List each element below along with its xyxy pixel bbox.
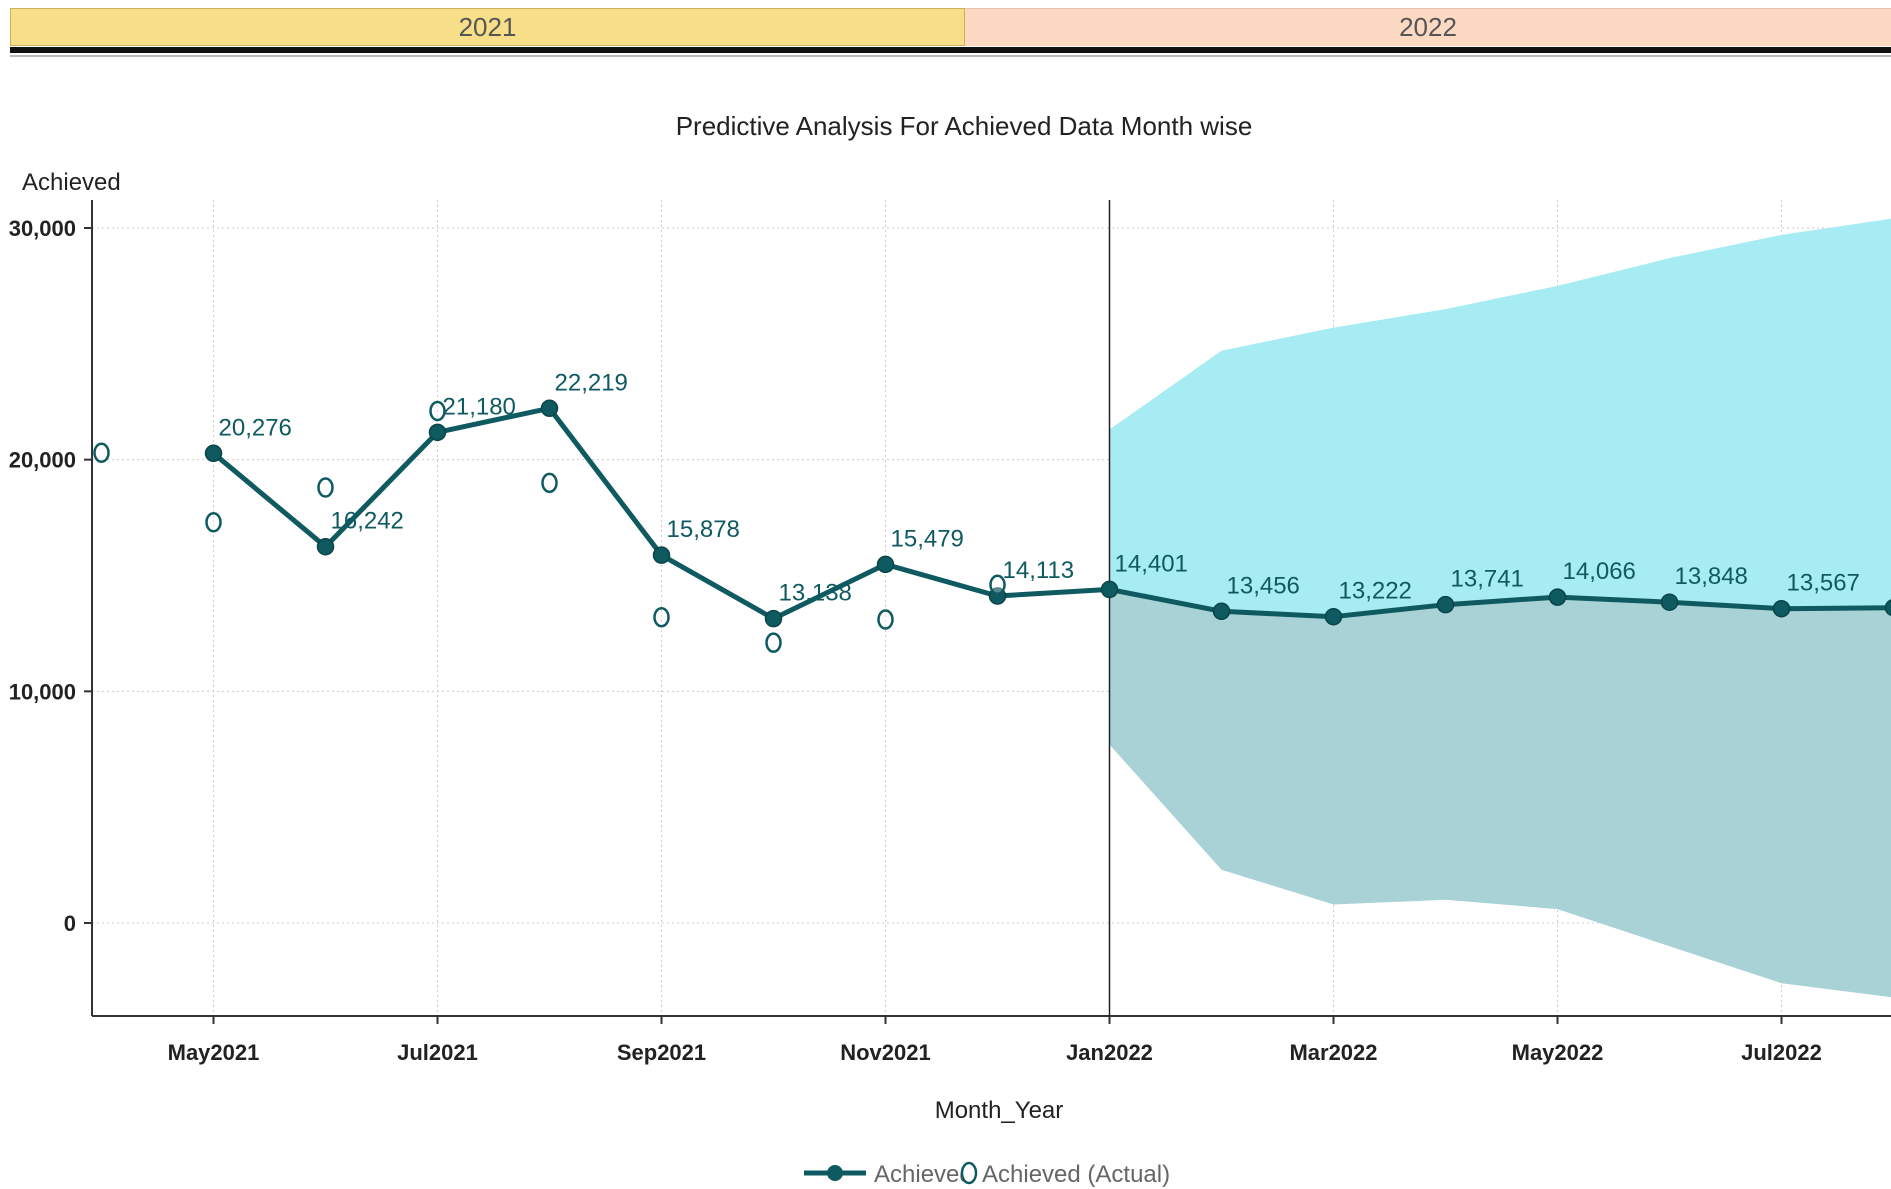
data-label: 16,242 (331, 508, 404, 535)
actual-marker[interactable] (877, 609, 894, 630)
achieved-marker[interactable] (1436, 595, 1455, 614)
actual-marker[interactable] (989, 574, 1006, 596)
year-header-2022-label: 2022 (1399, 12, 1457, 42)
actual-marker[interactable] (205, 511, 222, 533)
data-label: 13,741 (1451, 566, 1524, 593)
chart-title: Predictive Analysis For Achieved Data Mo… (676, 111, 1253, 141)
legend-label-achieved: Achieved (874, 1161, 973, 1188)
data-label: 15,878 (667, 516, 740, 543)
achieved-line (211, 405, 1891, 622)
year-header-2021[interactable]: 2021 (10, 8, 965, 46)
confidence-band-lower (1109, 589, 1891, 998)
achieved-marker[interactable] (1548, 588, 1567, 606)
legend-item-achieved[interactable]: Achieved (804, 1161, 973, 1188)
actual-marker[interactable] (93, 442, 110, 463)
x-tick-label: Jan2022 (1066, 1040, 1153, 1065)
year-header-2022[interactable]: 2022 (965, 8, 1891, 46)
actual-marker[interactable] (765, 632, 782, 653)
confidence-band (1109, 218, 1891, 998)
achieved-marker[interactable] (1100, 580, 1119, 599)
achieved-marker[interactable] (652, 546, 671, 564)
x-axis-label: Month_Year (935, 1097, 1064, 1124)
header-divider (10, 47, 1891, 53)
achieved-marker[interactable] (316, 537, 335, 556)
y-tick-label: 20,000 (9, 448, 76, 473)
legend-item-achieved-actual[interactable]: Achieved (Actual) (960, 1161, 1170, 1188)
achieved-marker[interactable] (1772, 599, 1791, 618)
y-tick-label: 10,000 (9, 679, 76, 704)
legend: Achieved Achieved (Actual) (804, 1161, 1170, 1188)
achieved-marker[interactable] (428, 423, 447, 442)
x-tick-label: Mar2022 (1289, 1040, 1377, 1065)
achieved-marker[interactable] (876, 555, 895, 574)
x-tick-label: Jul2022 (1741, 1040, 1822, 1065)
x-tick-label: Jul2021 (397, 1040, 478, 1065)
achieved-marker[interactable] (1324, 607, 1343, 626)
actual-marker[interactable] (317, 477, 334, 498)
year-header-2021-label: 2021 (458, 11, 517, 42)
achieved-marker[interactable] (1660, 593, 1679, 611)
data-label: 21,180 (443, 393, 516, 420)
data-label: 13,222 (1339, 578, 1412, 605)
actual-marker[interactable] (429, 400, 446, 422)
data-label: 13,456 (1227, 572, 1300, 599)
data-label: 13,567 (1787, 570, 1860, 597)
data-label: 14,066 (1563, 558, 1636, 585)
data-label: 14,113 (1003, 557, 1075, 584)
x-tick-label: Nov2021 (840, 1040, 931, 1065)
y-axis-label: Achieved (22, 169, 121, 196)
achieved-marker[interactable] (1884, 599, 1891, 617)
data-label: 13,848 (1675, 563, 1748, 590)
y-tick-label: 30,000 (9, 216, 76, 241)
x-tick-label: May2022 (1512, 1040, 1604, 1065)
legend-marker-swatch (827, 1165, 843, 1181)
legend-label-achieved-actual: Achieved (Actual) (982, 1161, 1170, 1188)
achieved-marker[interactable] (540, 399, 559, 418)
data-label: 14,401 (1115, 550, 1188, 577)
axes: 0 10,000 20,000 30,000 May2021 Jul2021 Sep2021… (9, 200, 1891, 1065)
confidence-band-upper (1109, 218, 1891, 617)
header-divider-light (10, 55, 1891, 57)
series-layer (93, 399, 1891, 653)
achieved-marker[interactable] (764, 609, 783, 628)
actual-marker[interactable] (653, 606, 670, 628)
x-tick-label: May2021 (168, 1040, 260, 1065)
achieved-marker[interactable] (204, 444, 223, 463)
data-labels: 20,276 16,242 21,180 22,219 15,878 13,138 15,4… (219, 369, 1860, 607)
x-tick-label: Sep2021 (617, 1040, 706, 1065)
data-label: 15,479 (891, 525, 964, 552)
actual-marker[interactable] (541, 472, 558, 494)
achieved-marker[interactable] (1212, 602, 1231, 621)
data-label: 20,276 (219, 414, 292, 441)
data-label: 13,138 (779, 580, 852, 607)
data-label: 22,219 (555, 369, 628, 396)
legend-open-circle-swatch (960, 1161, 978, 1185)
y-tick-label: 0 (64, 911, 76, 936)
